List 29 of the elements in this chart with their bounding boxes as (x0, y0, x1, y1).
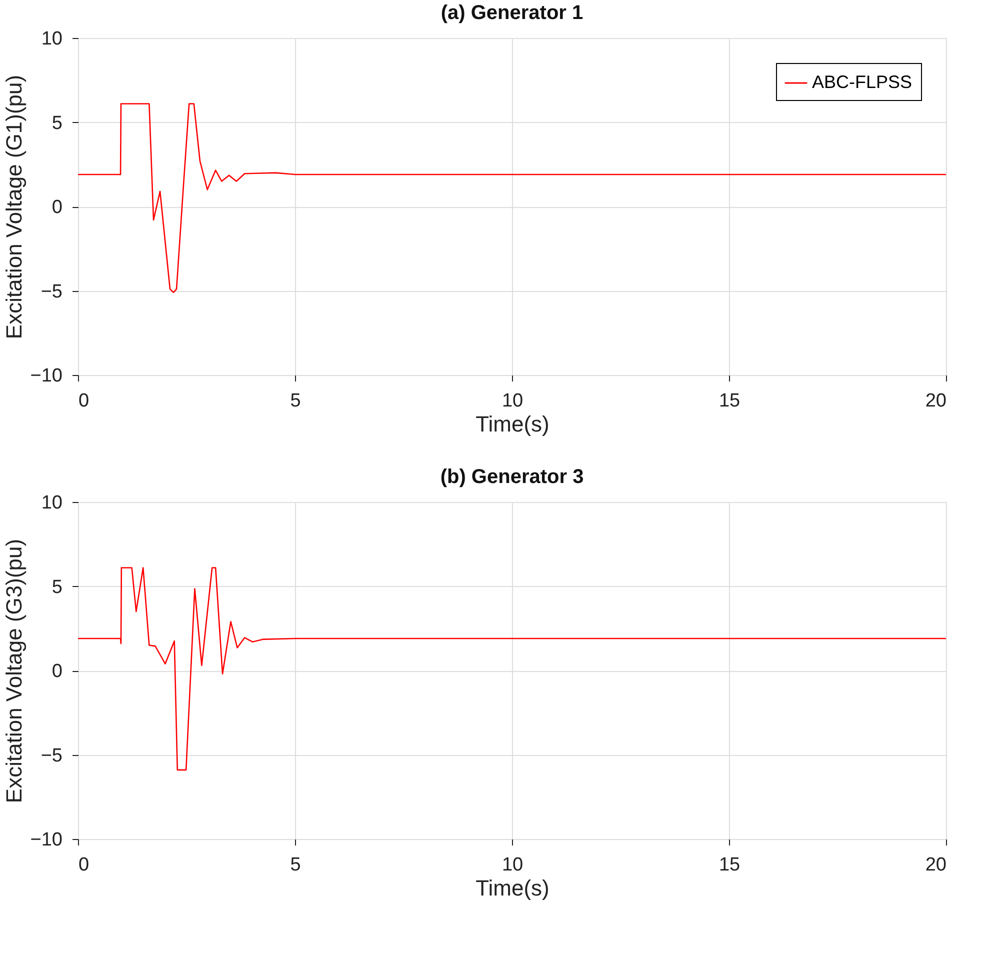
y-tick-label: −5 (40, 281, 62, 302)
x-tick-label: 15 (718, 390, 740, 412)
x-tick-label: 5 (290, 854, 301, 876)
x-tick-label: 5 (290, 390, 301, 412)
x-tick-label: 0 (78, 854, 90, 876)
y-axis-title: Excitation Voltage (G1)(pu) (1, 74, 26, 340)
x-tick-label: 20 (925, 854, 946, 876)
y-tick-label: 10 (41, 28, 62, 50)
x-axis-title: Time(s) (476, 412, 550, 436)
y-tick-label: 5 (52, 576, 62, 598)
y-tick-label: −10 (30, 366, 62, 386)
x-axis-title: Time(s) (476, 876, 550, 900)
y-tick-label: 0 (52, 661, 62, 682)
line-series (77, 567, 947, 771)
y-tick-label: 5 (52, 112, 62, 134)
legend-label: ABC-FLPSS (812, 72, 912, 92)
y-axis-title: Excitation Voltage (G3)(pu) (1, 538, 26, 804)
chart-title: (b) Generator 3 (440, 466, 584, 488)
y-tick-label: −10 (30, 830, 62, 850)
x-tick-label: 10 (502, 390, 524, 412)
chart-title: (a) Generator 1 (440, 2, 584, 24)
x-tick-label: 0 (78, 390, 90, 412)
line-series (77, 103, 947, 294)
x-tick-label: 15 (718, 854, 740, 876)
x-tick-label: 20 (925, 390, 946, 412)
y-tick-label: −5 (40, 745, 62, 766)
y-tick-label: 0 (52, 197, 62, 218)
y-tick-label: 10 (41, 492, 62, 514)
x-tick-label: 10 (502, 854, 524, 876)
